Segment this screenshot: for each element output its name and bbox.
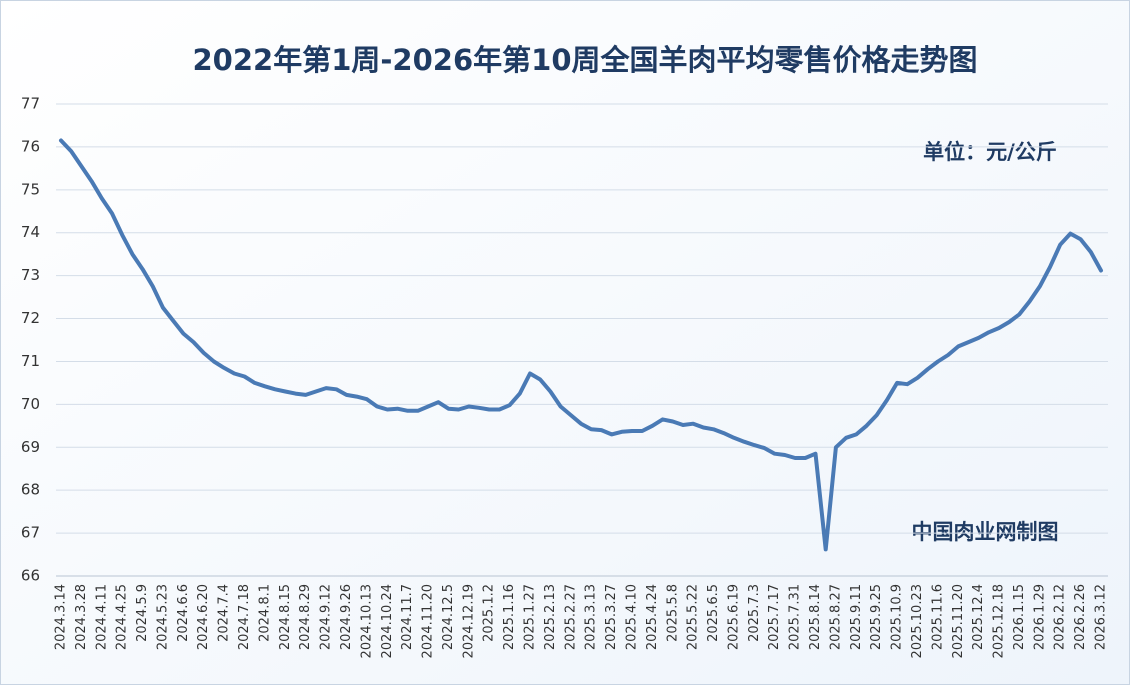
x-tick-label: 2024.11.7 [400,584,415,650]
x-tick-label: 2024.5.9 [135,584,150,642]
y-tick-label: 77 [21,95,40,113]
x-tick-label: 2026.3.12 [1094,584,1109,650]
unit-note: 单位：元/公斤 [923,140,1057,164]
x-tick-label: 2024.6.6 [176,584,191,642]
x-tick-label: 2026.2.26 [1073,584,1088,650]
x-tick-label: 2024.9.12 [319,584,334,650]
x-tick-label: 2025.2.13 [543,584,558,650]
x-tick-label: 2025.12.18 [992,584,1007,658]
x-tick-label: 2024.5.23 [155,584,170,650]
x-tick-label: 2026.1.15 [1012,584,1027,650]
x-tick-label: 2026.2.12 [1053,584,1068,650]
x-tick-label: 2025.11.20 [951,584,966,658]
x-tick-label: 2025.1.16 [502,584,517,650]
x-tick-label: 2024.12.19 [461,584,476,658]
x-tick-label: 2026.1.29 [1032,584,1047,650]
source-note: 中国肉业网制图 [912,520,1059,544]
x-tick-label: 2025.9.25 [869,584,884,650]
x-tick-label: 2024.10.13 [359,584,374,658]
x-tick-label: 2025.5.8 [665,584,680,642]
x-tick-label: 2025.9.11 [849,584,864,650]
x-tick-label: 2025.8.27 [828,584,843,650]
y-tick-label: 73 [21,266,40,284]
x-tick-label: 2025.10.9 [890,584,905,650]
x-tick-label: 2025.4.24 [645,584,660,650]
y-tick-label: 66 [21,567,40,585]
x-tick-label: 2025.4.10 [624,584,639,650]
x-tick-label: 2024.9.26 [339,584,354,650]
x-tick-label: 2024.4.11 [94,584,109,650]
chart-title: 2022年第1周-2026年第10周全国羊肉平均零售价格走势图 [193,43,978,77]
y-tick-label: 68 [21,481,40,499]
x-tick-label: 2024.7.18 [237,584,252,650]
x-tick-label: 2024.8.15 [278,584,293,650]
x-tick-label: 2024.7.4 [217,584,232,642]
x-tick-label: 2024.11.20 [421,584,436,658]
x-tick-label: 2024.8.1 [257,584,272,642]
x-tick-label: 2024.3.14 [54,584,69,650]
x-tick-label: 2025.3.13 [584,584,599,650]
line-series [59,138,1103,552]
y-tick-label: 70 [21,395,40,413]
x-tick-label: 2024.8.29 [298,584,313,650]
x-tick-label: 2024.4.25 [115,584,130,650]
y-tick-label: 69 [21,438,40,456]
x-tick-label: 2025.7.31 [788,584,803,650]
x-tick-label: 2024.6.20 [196,584,211,650]
x-tick-label: 2025.2.27 [563,584,578,650]
y-tick-label: 67 [21,524,40,542]
y-tick-label: 72 [21,309,40,327]
x-tick-label: 2025.1.27 [523,584,538,650]
y-tick-label: 75 [21,180,40,198]
x-tick-label: 2025.10.23 [910,584,925,658]
x-tick-label: 2025.11.6 [930,584,945,650]
x-tick-label: 2025.3.27 [604,584,619,650]
y-tick-label: 76 [21,137,40,155]
x-tick-label: 2024.3.28 [74,584,89,650]
x-tick-label: 2025.6.5 [706,584,721,642]
x-tick-label: 2025.8.14 [808,584,823,650]
x-tick-label: 2025.7.3 [747,584,762,642]
x-tick-label: 2025.12.4 [971,584,986,650]
x-tick-label: 2024.10.24 [380,584,395,658]
x-tick-label: 2025.1.2 [482,584,497,642]
y-tick-label: 74 [21,223,40,241]
x-tick-label: 2025.7.17 [767,584,782,650]
x-tick-label: 2025.5.22 [686,584,701,650]
x-tick-label: 2024.12.5 [441,584,456,650]
x-tick-label: 2025.6.19 [726,584,741,650]
y-tick-label: 71 [21,352,40,370]
